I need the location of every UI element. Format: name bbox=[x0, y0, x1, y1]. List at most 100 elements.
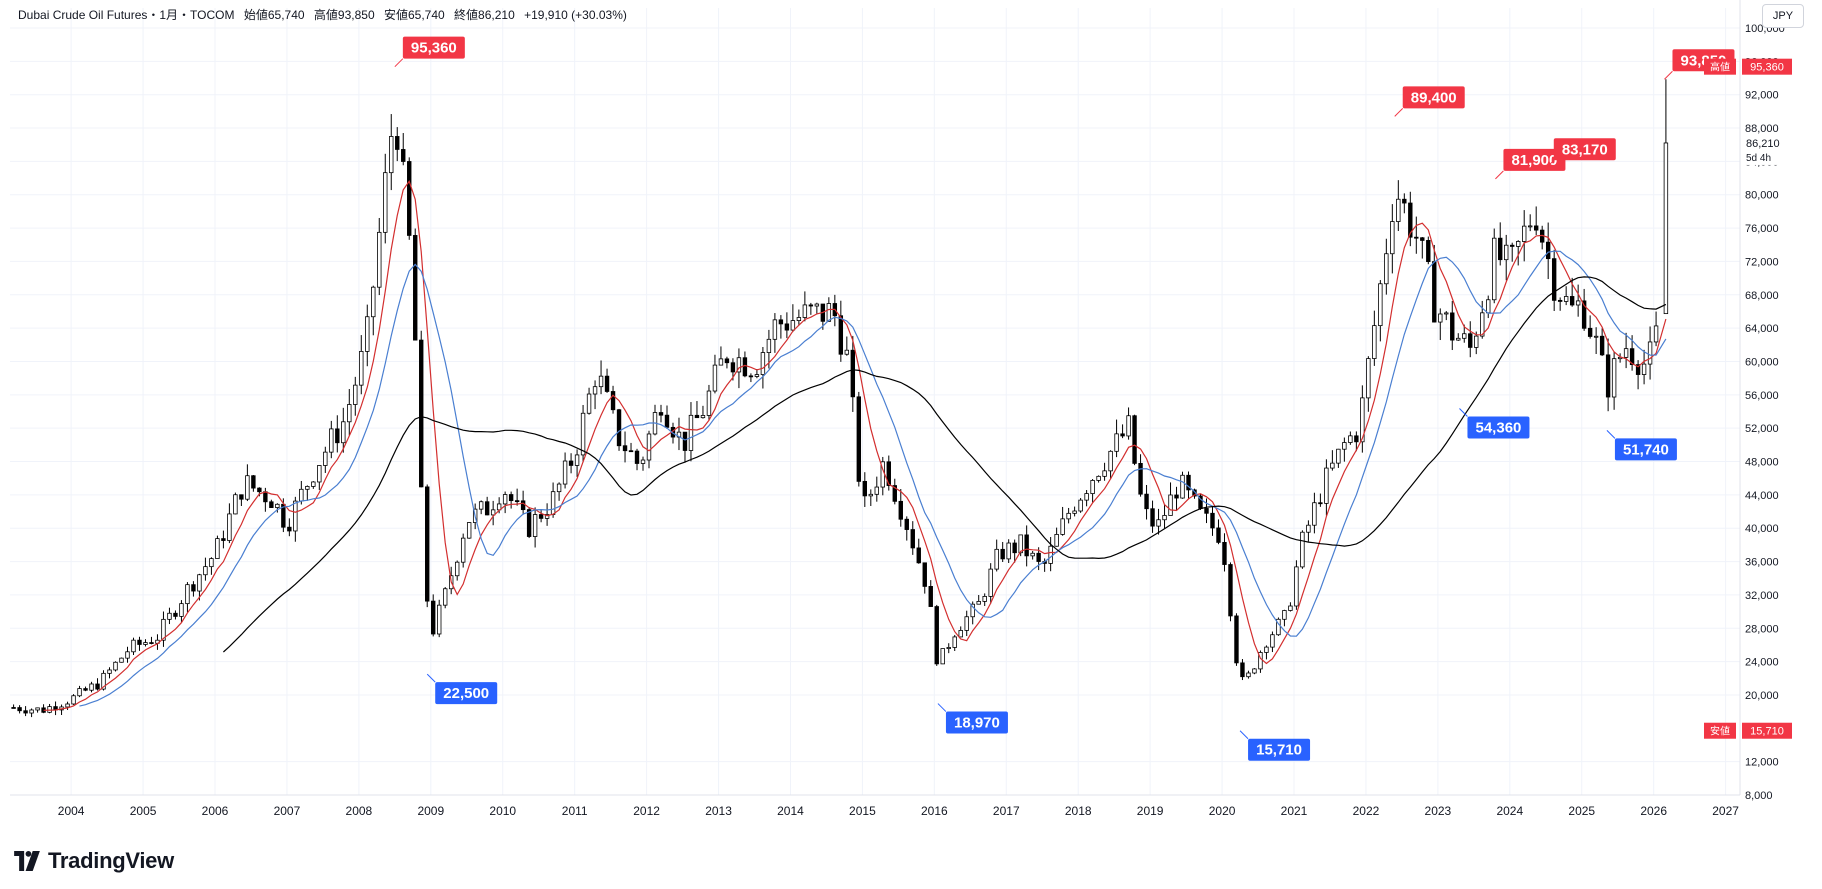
candle-body bbox=[125, 651, 130, 659]
x-tick-label: 2007 bbox=[274, 804, 301, 818]
low-label-box bbox=[945, 711, 1008, 734]
candle-body bbox=[299, 488, 304, 502]
candle-body bbox=[395, 136, 400, 150]
candle-body bbox=[1084, 493, 1089, 501]
candle-body bbox=[1533, 225, 1539, 231]
candle-body bbox=[1060, 518, 1065, 535]
candle-body bbox=[574, 454, 580, 466]
candle-body bbox=[1120, 433, 1125, 437]
candle-body bbox=[622, 445, 628, 452]
candle-body bbox=[1012, 542, 1017, 554]
candle-body bbox=[1360, 397, 1365, 443]
candle-body bbox=[1378, 283, 1383, 327]
candle-body bbox=[107, 669, 112, 674]
high-label-box bbox=[1553, 138, 1616, 161]
candle-body bbox=[1096, 475, 1101, 481]
candle-body bbox=[1551, 258, 1557, 301]
x-tick-label: 2025 bbox=[1568, 804, 1595, 818]
candle-body bbox=[796, 317, 802, 322]
candle-body bbox=[1587, 327, 1593, 337]
candle-body bbox=[490, 509, 496, 516]
candle-body bbox=[1522, 225, 1527, 242]
candle-body bbox=[886, 461, 891, 486]
candle-body bbox=[850, 349, 856, 398]
candle-body bbox=[257, 487, 262, 493]
candle-body bbox=[706, 390, 712, 416]
brand-name: TradingView bbox=[48, 848, 174, 873]
candle-body bbox=[419, 339, 424, 488]
candle-body bbox=[952, 636, 957, 648]
candle-body bbox=[1623, 348, 1629, 358]
candle-body bbox=[772, 319, 778, 340]
candle-body bbox=[413, 235, 418, 341]
candle-body bbox=[197, 574, 202, 592]
high-label-text: 81,900 bbox=[1511, 152, 1557, 169]
candle-body bbox=[1294, 566, 1299, 607]
callout-pointer bbox=[1459, 408, 1468, 417]
candle-body bbox=[784, 323, 790, 331]
high-tag-box bbox=[1704, 58, 1736, 75]
candle-body bbox=[203, 566, 208, 576]
candle-body bbox=[1527, 225, 1533, 228]
candle-body bbox=[442, 588, 448, 606]
candle-body bbox=[341, 421, 346, 444]
low-price-text: 15,710 bbox=[1750, 726, 1784, 738]
candle-body bbox=[1156, 519, 1161, 527]
low-tag-box bbox=[1704, 722, 1736, 739]
candle-body bbox=[1516, 241, 1521, 247]
x-tick-label: 2006 bbox=[202, 804, 229, 818]
x-tick-label: 2026 bbox=[1640, 804, 1667, 818]
candle-body bbox=[1444, 312, 1449, 315]
candle-body bbox=[1402, 198, 1407, 204]
candle-body bbox=[329, 428, 334, 453]
candle-body bbox=[1162, 515, 1167, 521]
candle-body bbox=[1611, 358, 1617, 398]
ma-short-line bbox=[43, 179, 1667, 711]
x-tick-label: 2017 bbox=[993, 804, 1020, 818]
candle-body bbox=[754, 374, 760, 377]
candle-body bbox=[808, 304, 814, 307]
x-tick-label: 2020 bbox=[1209, 804, 1236, 818]
candle-body bbox=[778, 319, 784, 325]
candle-body bbox=[173, 612, 178, 617]
candle-body bbox=[1384, 253, 1389, 285]
candle-body bbox=[263, 491, 268, 503]
candle-body bbox=[538, 514, 544, 519]
candle-body bbox=[1390, 221, 1395, 255]
candle-body bbox=[1126, 415, 1131, 437]
candle-body bbox=[89, 683, 94, 691]
currency-button[interactable]: JPY bbox=[1762, 4, 1804, 28]
candle-body bbox=[904, 518, 909, 530]
candle-body bbox=[227, 513, 232, 541]
candle-body bbox=[712, 364, 718, 392]
ma-long-line bbox=[222, 276, 1667, 653]
candle-body bbox=[1000, 548, 1005, 560]
candle-body bbox=[700, 415, 706, 419]
x-tick-label: 2012 bbox=[633, 804, 660, 818]
candle-body bbox=[1030, 552, 1035, 557]
candle-body bbox=[460, 537, 466, 563]
candle-body bbox=[65, 703, 70, 708]
callout-pointer bbox=[1664, 70, 1673, 80]
y-tick-label: 48,000 bbox=[1745, 457, 1779, 469]
candle-body bbox=[484, 501, 490, 516]
candle-body bbox=[11, 707, 16, 709]
callout-pointer bbox=[1606, 429, 1616, 439]
callout-pointer bbox=[1394, 108, 1404, 117]
candle-body bbox=[1252, 668, 1257, 674]
tradingview-logo[interactable]: TradingView bbox=[12, 848, 174, 874]
high-label-text: 95,360 bbox=[411, 40, 457, 57]
candle-body bbox=[1336, 448, 1341, 464]
candle-body bbox=[143, 642, 148, 645]
callout-pointer bbox=[937, 703, 947, 712]
candle-body bbox=[1366, 358, 1371, 399]
candle-body bbox=[1663, 142, 1669, 315]
candle-body bbox=[688, 414, 694, 451]
candle-body bbox=[1204, 508, 1209, 514]
candle-body bbox=[910, 529, 915, 549]
y-tick-label: 88,000 bbox=[1745, 123, 1779, 135]
candle-body bbox=[293, 500, 298, 532]
candle-body bbox=[892, 485, 897, 502]
